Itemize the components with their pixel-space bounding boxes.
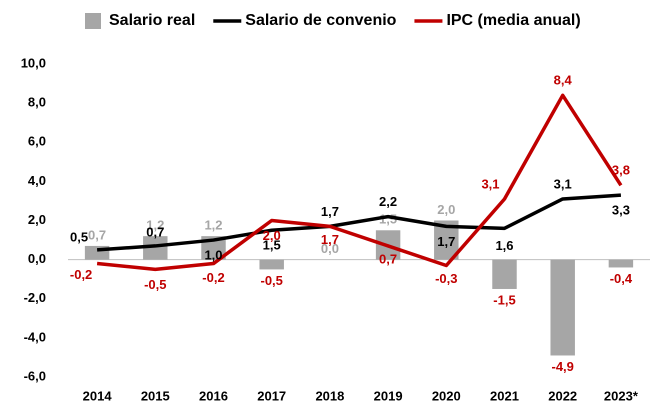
- legend-label: IPC (media anual): [446, 12, 580, 29]
- x-tick-label: 2018: [315, 388, 344, 403]
- line-value-label: 3,3: [612, 203, 630, 218]
- bar: [259, 259, 284, 270]
- x-tick-label: 2023*: [604, 388, 639, 403]
- x-tick-label: 2014: [83, 388, 113, 403]
- x-tick-label: 2019: [374, 388, 403, 403]
- y-tick-label: 10,0: [21, 55, 46, 70]
- line-value-label: 0,7: [146, 224, 164, 239]
- legend-label: Salario de convenio: [245, 12, 396, 29]
- y-tick-label: -4,0: [24, 329, 46, 344]
- x-tick-label: 2016: [199, 388, 228, 403]
- line-value-label: 3,1: [554, 176, 572, 191]
- bar-value-label: 1,2: [204, 218, 222, 233]
- bar-value-label: 0,7: [88, 227, 106, 242]
- line-value-label: 1,0: [204, 248, 222, 263]
- y-tick-label: 2,0: [28, 212, 46, 227]
- legend-swatch: [85, 13, 101, 29]
- line-value-label: 8,4: [554, 73, 573, 88]
- y-tick-label: -6,0: [24, 368, 46, 383]
- x-tick-label: 2020: [432, 388, 461, 403]
- bar-value-label: 1,2: [146, 218, 164, 233]
- legend-label: Salario real: [109, 12, 195, 29]
- line-value-label: 1,7: [321, 204, 339, 219]
- line-value-label: 1,7: [437, 234, 455, 249]
- line-value-label: 2,0: [263, 228, 281, 243]
- x-tick-label: 2022: [548, 388, 577, 403]
- line: [96, 93, 623, 272]
- x-tick-label: 2021: [490, 388, 519, 403]
- line-value-label: -0,2: [202, 270, 224, 285]
- bar-value-label: 0,0: [321, 241, 339, 256]
- bar-value-label: 1,5: [379, 212, 397, 227]
- y-tick-label: 4,0: [28, 173, 46, 188]
- x-tick-label: 2017: [257, 388, 286, 403]
- bar-value-label: -0,4: [610, 271, 633, 286]
- line-value-label: 1,5: [263, 238, 281, 253]
- bar: [492, 259, 517, 289]
- line-value-label: 3,1: [481, 176, 499, 191]
- line-value-label: 0,5: [70, 229, 88, 244]
- y-tick-label: -2,0: [24, 290, 46, 305]
- bar: [608, 259, 634, 268]
- bar-value-label: -4,9: [551, 359, 573, 374]
- x-tick-label: 2015: [141, 388, 170, 403]
- line: [96, 193, 622, 252]
- line-value-label: -0,3: [435, 271, 457, 286]
- y-tick-label: 0,0: [28, 251, 46, 266]
- bar: [143, 236, 168, 260]
- line-value-label: 1,6: [495, 238, 513, 253]
- line-value-label: -0,2: [70, 267, 92, 282]
- line-value-label: -0,5: [144, 277, 166, 292]
- line-value-label: 1,7: [321, 232, 339, 247]
- bar: [550, 259, 575, 356]
- line-value-label: 2,2: [379, 194, 397, 209]
- y-tick-label: 6,0: [28, 134, 46, 149]
- line-value-label: 0,7: [379, 251, 397, 266]
- bar-value-label: -0,5: [260, 273, 282, 288]
- line-value-label: 3,8: [612, 163, 630, 178]
- bar-value-label: -1,5: [493, 292, 515, 307]
- bar-value-label: 2,0: [437, 202, 455, 217]
- y-tick-label: 8,0: [28, 95, 46, 110]
